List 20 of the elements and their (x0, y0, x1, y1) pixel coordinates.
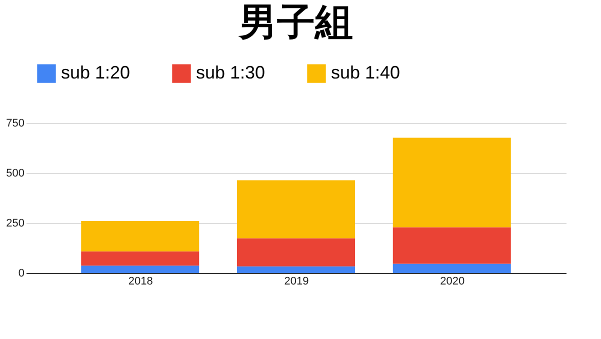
x-tick-label: 2020 (440, 276, 465, 288)
bar (81, 266, 200, 273)
legend-label: sub 1:40 (331, 62, 400, 83)
bar (81, 221, 200, 252)
bar (237, 180, 355, 238)
y-tick-label: 0 (18, 268, 24, 280)
legend-label: sub 1:30 (196, 62, 266, 83)
bar (237, 266, 355, 273)
y-tick-label: 250 (6, 218, 24, 230)
y-tick-label: 750 (6, 118, 24, 130)
bar (392, 138, 511, 228)
bar (237, 238, 355, 266)
bar (392, 227, 511, 264)
legend-label: sub 1:20 (61, 62, 130, 83)
x-tick-label: 2018 (128, 276, 153, 288)
bar (81, 251, 200, 266)
y-tick-label: 500 (6, 168, 24, 180)
x-tick-label: 2019 (284, 276, 309, 288)
bar (392, 264, 511, 273)
chart-title: 男子組 (238, 2, 353, 44)
